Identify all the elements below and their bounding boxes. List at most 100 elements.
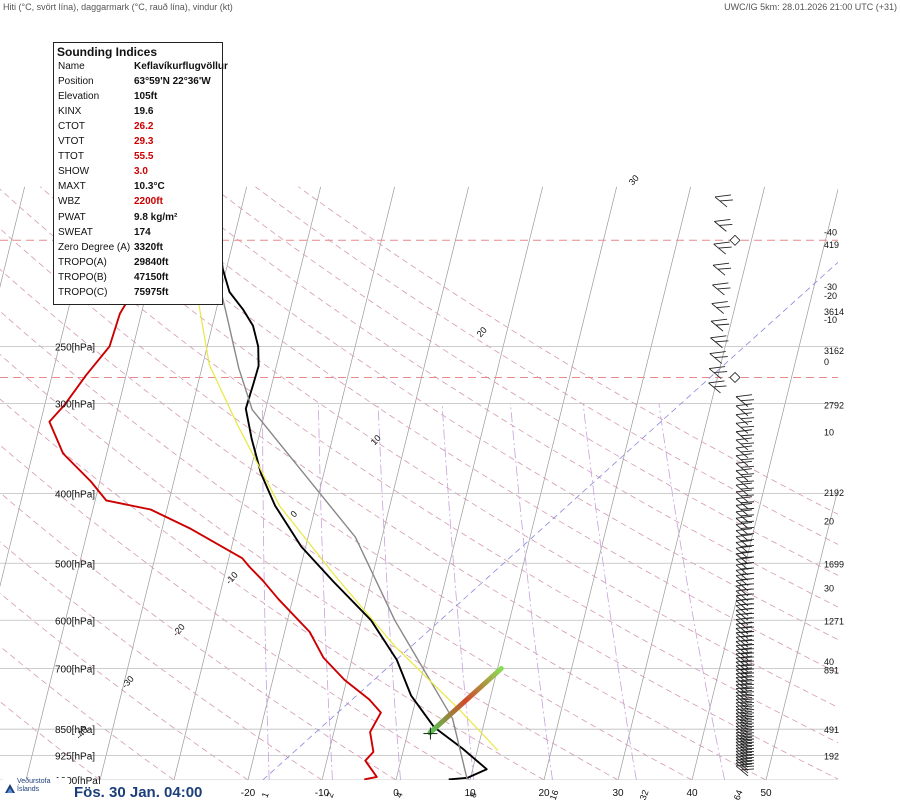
mixing-ratio-label: 32 [638, 789, 651, 802]
right-axis-label: 3162 [824, 346, 844, 356]
index-key: SWEAT [58, 226, 93, 238]
pressure-label: 600[hPa] [55, 616, 95, 627]
vedurstofa-logo: Veðurstofa Íslands [3, 778, 69, 806]
mixing-ratio-line [441, 403, 475, 780]
wind-barb [735, 437, 755, 451]
pressure-label: 700[hPa] [55, 664, 95, 675]
isotherm-label: -20 [171, 622, 187, 638]
isotherm-line [617, 186, 765, 780]
right-axis-label: 192 [824, 752, 839, 762]
isotherm-label: 20 [475, 325, 489, 339]
index-row: PWAT 9.8 kg/m² [58, 212, 218, 227]
index-key: KINX [58, 106, 82, 118]
index-row: TROPO(B) 47150ft [58, 272, 218, 287]
temp-label: 0 [393, 788, 399, 799]
wind-barb [735, 420, 755, 434]
wind-barb [708, 380, 727, 394]
index-key: WBZ [58, 196, 81, 208]
temp-label: 40 [686, 788, 698, 799]
index-value: 29.3 [134, 136, 154, 148]
right-axis-label: 891 [824, 665, 839, 675]
mixing-ratio-line [658, 403, 725, 780]
header-bar: Hiti (°C, svört lína), daggarmark (°C, r… [0, 0, 900, 14]
dry-adiabat [126, 186, 838, 641]
dry-adiabat [0, 188, 838, 744]
isotherm-label: 10 [369, 433, 383, 447]
wind-barb [735, 682, 755, 696]
index-key: Zero Degree (A) [58, 241, 131, 253]
dry-adiabat [0, 310, 693, 780]
index-row: Zero Degree (A) 3320ft [58, 242, 218, 257]
pressure-label: 300[hPa] [55, 400, 95, 411]
wind-barb [735, 675, 755, 688]
wind-barb [735, 651, 755, 665]
wind-barb [735, 655, 755, 669]
right-axis-label: 40 [824, 657, 834, 667]
freezing-diagonal [262, 262, 838, 780]
isotherm-line [543, 186, 691, 780]
index-row: MAXT 10.3°C [58, 181, 218, 196]
index-row: SHOW 3.0 [58, 166, 218, 181]
tropo-marker [729, 234, 741, 246]
right-axis-label: 10 [824, 427, 834, 437]
dry-adiabat [0, 353, 619, 780]
dry-adiabat [0, 268, 767, 780]
isotherm-line [469, 186, 617, 780]
index-value: 9.8 kg/m² [134, 211, 178, 223]
wind-barb [735, 707, 755, 721]
pressure-label: 500[hPa] [55, 559, 95, 570]
index-row: WBZ 2200ft [58, 196, 218, 211]
pressure-lines [0, 239, 838, 780]
wind-barb [735, 686, 755, 700]
right-axis-label: -40 [824, 227, 837, 237]
wind-barb [735, 693, 755, 707]
lcl-segment [427, 665, 504, 736]
index-value: 26.2 [134, 121, 154, 133]
wind-barbs [708, 194, 755, 777]
wind-barb [735, 696, 755, 710]
right-axis-label: 30 [824, 583, 834, 593]
index-key: PWAT [58, 211, 86, 223]
tropo-marker [729, 371, 741, 384]
right-axis-label: -10 [824, 315, 837, 325]
mixing-ratio-line [582, 403, 637, 780]
dry-adiabat [0, 541, 323, 780]
index-row: Name Keflavíkurflugvöllur [58, 61, 228, 76]
wind-barb [714, 218, 733, 232]
mixing-ratio-lines [262, 403, 725, 780]
wind-barb [735, 496, 755, 510]
wind-barb [712, 282, 731, 296]
isotherm-label: -30 [120, 674, 136, 690]
dry-adiabat [169, 186, 838, 608]
dry-adiabat [212, 186, 838, 576]
wind-barb [735, 678, 755, 692]
wind-barb [735, 509, 755, 523]
dry-adiabat [255, 186, 838, 545]
mixing-ratio-label: 16 [548, 789, 561, 802]
isotherm-line [691, 187, 838, 780]
index-row: TTOT 55.5 [58, 151, 218, 166]
pressure-label: 400[hPa] [55, 489, 95, 500]
isotherm-line [395, 186, 543, 780]
forecast-date: Fös. 30 Jan. 04:00 [72, 784, 205, 801]
dry-adiabat [298, 186, 838, 515]
legend-caption: Hiti (°C, svört lína), daggarmark (°C, r… [3, 2, 233, 12]
right-axis-label: 20 [824, 516, 834, 526]
wind-barb [735, 659, 755, 673]
dry-adiabat [0, 592, 249, 780]
right-axis-label: -30 [824, 282, 837, 292]
wind-barb [735, 663, 755, 677]
isotherm-line [0, 186, 25, 288]
axis-labels: 250[hPa] 300[hPa] 400[hPa] 500[hPa] 600[hPa]… [55, 173, 844, 801]
dry-adiabat [83, 186, 838, 674]
pressure-label: 925[hPa] [55, 752, 95, 763]
index-row: VTOT 29.3 [58, 136, 218, 151]
index-row: Elevation 105ft [58, 91, 218, 106]
wind-barb [735, 412, 755, 426]
index-value: 174 [134, 226, 151, 238]
index-value: 3320ft [134, 241, 163, 253]
index-value: Keflavíkurflugvöllur [134, 61, 228, 72]
pressure-label: 1000[hPa] [55, 776, 101, 787]
index-key: TROPO(B) [58, 271, 107, 283]
wind-barb [708, 366, 728, 379]
